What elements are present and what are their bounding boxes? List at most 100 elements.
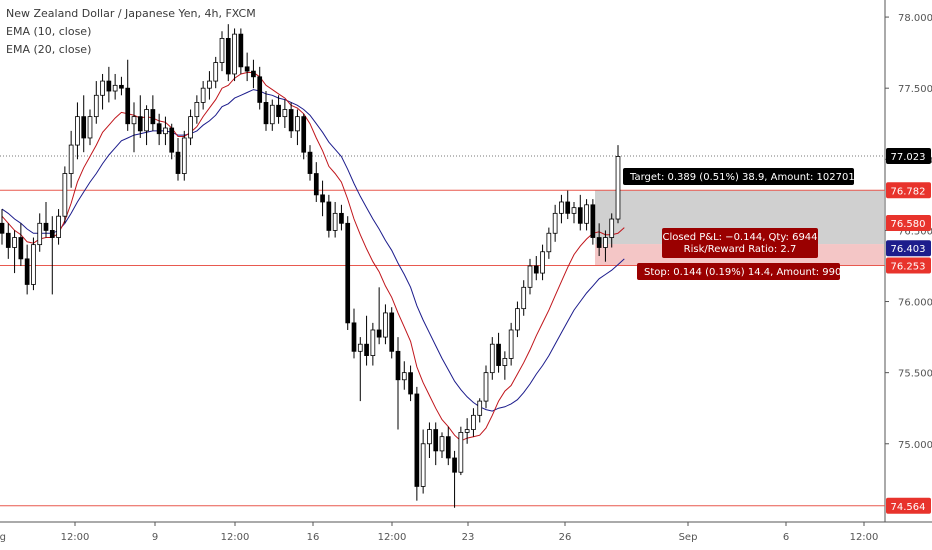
candle[interactable] xyxy=(313,173,319,196)
candle[interactable] xyxy=(326,201,332,231)
candle[interactable] xyxy=(156,123,162,135)
candle[interactable] xyxy=(131,116,137,125)
candle[interactable] xyxy=(552,212,558,234)
candle[interactable] xyxy=(590,204,596,238)
candle[interactable] xyxy=(257,76,263,103)
candle[interactable] xyxy=(244,66,250,72)
candle[interactable] xyxy=(232,33,237,75)
candle[interactable] xyxy=(213,62,219,82)
candle[interactable] xyxy=(112,84,118,92)
candle[interactable] xyxy=(320,194,325,203)
candle[interactable] xyxy=(295,116,300,132)
candle[interactable] xyxy=(62,173,68,217)
candle[interactable] xyxy=(445,436,451,459)
candle[interactable] xyxy=(477,400,483,416)
candle[interactable] xyxy=(288,109,294,132)
candle[interactable] xyxy=(452,457,457,473)
candle[interactable] xyxy=(332,212,338,231)
candle[interactable] xyxy=(37,222,43,246)
candle[interactable] xyxy=(5,232,11,248)
candle[interactable] xyxy=(577,207,583,224)
candle[interactable] xyxy=(395,350,401,381)
candle[interactable] xyxy=(540,251,545,274)
candle[interactable] xyxy=(533,265,539,274)
candle[interactable] xyxy=(219,38,225,63)
candle[interactable] xyxy=(0,222,5,234)
candle[interactable] xyxy=(100,80,105,96)
candle[interactable] xyxy=(357,343,363,352)
candle[interactable] xyxy=(175,151,181,174)
candle[interactable] xyxy=(181,137,187,174)
ema20-legend[interactable]: EMA (20, close) xyxy=(6,43,92,56)
candle[interactable] xyxy=(603,237,608,248)
candle[interactable] xyxy=(364,343,369,356)
candle[interactable] xyxy=(546,232,552,253)
candle[interactable] xyxy=(521,286,527,310)
price-label-red[interactable] xyxy=(886,182,931,199)
candle[interactable] xyxy=(427,429,432,445)
candle[interactable] xyxy=(125,87,131,125)
candle[interactable] xyxy=(87,116,93,139)
candle[interactable] xyxy=(458,431,464,473)
candle[interactable] xyxy=(12,237,17,248)
candle[interactable] xyxy=(464,429,470,433)
candle[interactable] xyxy=(188,116,193,139)
candle[interactable] xyxy=(376,329,382,338)
candle[interactable] xyxy=(200,87,206,103)
candle[interactable] xyxy=(339,212,344,224)
candle[interactable] xyxy=(194,102,200,118)
candle[interactable] xyxy=(31,244,36,285)
candle[interactable] xyxy=(351,322,357,352)
candle[interactable] xyxy=(408,372,413,395)
candle[interactable] xyxy=(251,70,256,78)
price-label-red[interactable] xyxy=(886,215,931,232)
candle[interactable] xyxy=(81,116,87,139)
price-label-blue[interactable] xyxy=(886,240,931,257)
candle[interactable] xyxy=(68,144,74,174)
price-label-black[interactable] xyxy=(886,148,931,165)
candle[interactable] xyxy=(282,109,288,118)
candle[interactable] xyxy=(471,414,476,430)
candle[interactable] xyxy=(496,343,501,366)
candle[interactable] xyxy=(43,222,49,231)
candle[interactable] xyxy=(527,265,533,288)
candle[interactable] xyxy=(508,329,514,359)
candle[interactable] xyxy=(502,358,508,366)
candle[interactable] xyxy=(489,343,495,374)
target-annotation[interactable] xyxy=(623,168,854,185)
candle[interactable] xyxy=(263,102,269,125)
price-axis-panel[interactable] xyxy=(885,0,932,550)
candle[interactable] xyxy=(389,312,395,352)
candle[interactable] xyxy=(119,84,124,89)
candle[interactable] xyxy=(307,151,313,174)
candle[interactable] xyxy=(439,436,445,452)
candle[interactable] xyxy=(383,312,388,338)
candle[interactable] xyxy=(225,38,231,75)
candle[interactable] xyxy=(559,201,564,214)
candle[interactable] xyxy=(137,116,143,132)
candle[interactable] xyxy=(596,237,602,248)
candle[interactable] xyxy=(584,204,589,224)
candle[interactable] xyxy=(276,104,281,118)
ema20-line[interactable] xyxy=(1,89,625,412)
candle[interactable] xyxy=(515,308,520,331)
candle[interactable] xyxy=(144,109,149,132)
candle[interactable] xyxy=(370,329,376,356)
candle[interactable] xyxy=(56,215,61,238)
candle[interactable] xyxy=(483,372,489,402)
candle[interactable] xyxy=(238,33,244,68)
candle[interactable] xyxy=(615,156,621,220)
candle[interactable] xyxy=(93,94,99,118)
ema10-legend[interactable]: EMA (10, close) xyxy=(6,25,92,38)
candle[interactable] xyxy=(163,127,168,135)
candle[interactable] xyxy=(609,218,615,238)
candle[interactable] xyxy=(150,109,156,125)
candle[interactable] xyxy=(433,429,439,452)
candle[interactable] xyxy=(49,230,55,238)
candle[interactable] xyxy=(106,80,112,92)
price-label-red[interactable] xyxy=(886,257,931,274)
candle[interactable] xyxy=(565,201,571,214)
ema10-line[interactable] xyxy=(1,72,625,442)
candle[interactable] xyxy=(420,443,426,487)
